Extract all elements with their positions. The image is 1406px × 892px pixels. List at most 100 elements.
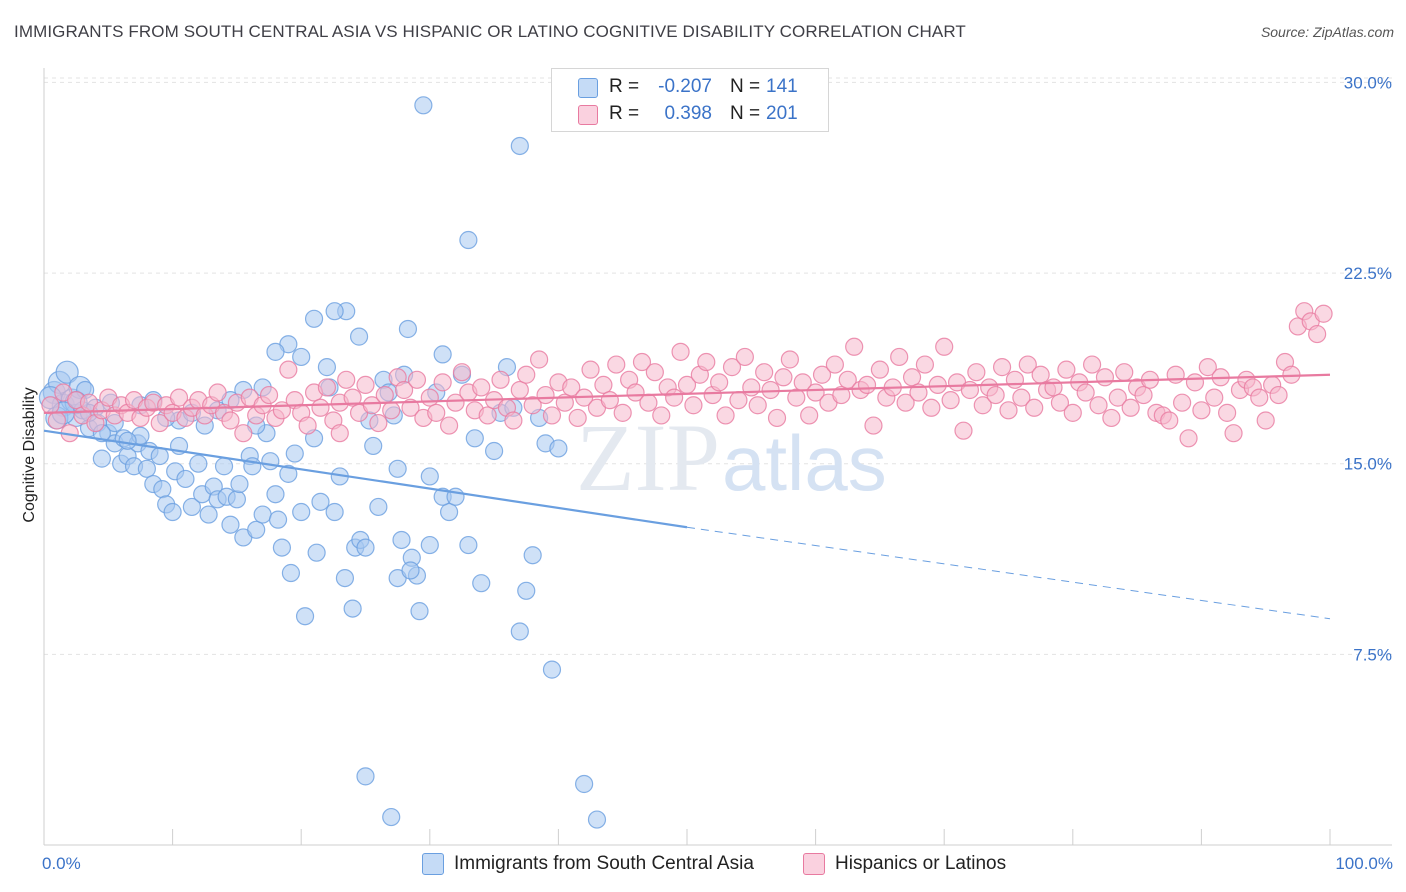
legend-swatch-immigrants bbox=[422, 853, 444, 875]
point-hispanics bbox=[755, 363, 774, 382]
point-hispanics bbox=[536, 385, 555, 405]
legend-swatch-hispanics bbox=[803, 853, 825, 875]
point-hispanics bbox=[716, 406, 735, 425]
stats-n-label: N = bbox=[730, 76, 761, 97]
point-immigrants bbox=[349, 327, 369, 346]
point-hispanics bbox=[780, 350, 799, 369]
point-hispanics bbox=[864, 416, 883, 435]
point-immigrants bbox=[304, 309, 324, 328]
point-hispanics bbox=[234, 424, 253, 443]
y-tick-label: 7.5% bbox=[1353, 645, 1392, 664]
point-immigrants bbox=[325, 302, 344, 321]
point-immigrants bbox=[382, 807, 401, 827]
point-hispanics bbox=[999, 401, 1018, 420]
point-hispanics bbox=[330, 424, 349, 443]
point-hispanics bbox=[1057, 360, 1076, 379]
point-hispanics bbox=[665, 388, 684, 407]
point-immigrants bbox=[459, 535, 478, 555]
point-hispanics bbox=[1044, 378, 1063, 397]
point-hispanics bbox=[1205, 388, 1224, 407]
point-immigrants bbox=[311, 492, 330, 511]
y-tick-label: 15.0% bbox=[1344, 455, 1392, 474]
point-immigrants bbox=[182, 497, 201, 517]
point-immigrants bbox=[414, 96, 433, 115]
point-immigrants bbox=[150, 446, 169, 466]
point-hispanics bbox=[259, 385, 279, 405]
point-hispanics bbox=[407, 370, 427, 389]
point-hispanics bbox=[915, 355, 935, 374]
point-hispanics bbox=[279, 360, 298, 379]
stats-n-value: 141 bbox=[766, 76, 798, 97]
stats-swatch-immigrants bbox=[578, 78, 598, 98]
point-immigrants bbox=[247, 520, 266, 539]
point-immigrants bbox=[118, 431, 137, 450]
point-immigrants bbox=[510, 136, 529, 156]
point-hispanics bbox=[1269, 385, 1288, 405]
tick-labels: 7.5% 15.0% 22.5% 30.0% 0.0% 100.0% bbox=[42, 73, 1393, 873]
point-hispanics bbox=[1082, 355, 1102, 374]
point-hispanics bbox=[941, 391, 960, 410]
point-hispanics bbox=[896, 393, 915, 412]
point-immigrants bbox=[295, 607, 315, 626]
stats-r-value: 0.398 bbox=[664, 103, 712, 124]
point-hispanics bbox=[967, 363, 986, 382]
point-hispanics bbox=[568, 408, 587, 428]
point-hispanics bbox=[1012, 388, 1031, 407]
series-immigrants-points bbox=[38, 96, 607, 829]
point-immigrants bbox=[510, 622, 529, 641]
point-hispanics bbox=[208, 383, 227, 402]
point-immigrants bbox=[221, 515, 240, 534]
source-label: Source: ZipAtlas.com bbox=[1260, 24, 1394, 40]
point-hispanics bbox=[671, 342, 690, 361]
point-hispanics bbox=[806, 383, 825, 402]
trend-line-hispanics bbox=[43, 373, 1331, 414]
axes bbox=[43, 68, 1392, 846]
point-immigrants bbox=[137, 459, 156, 478]
point-hispanics bbox=[973, 396, 992, 415]
point-immigrants bbox=[292, 347, 311, 367]
point-hispanics bbox=[504, 411, 523, 430]
point-hispanics bbox=[986, 385, 1005, 405]
point-immigrants bbox=[55, 360, 79, 384]
point-hispanics bbox=[812, 365, 832, 384]
point-immigrants bbox=[523, 546, 542, 565]
point-hispanics bbox=[594, 375, 613, 395]
point-immigrants bbox=[227, 490, 246, 509]
point-immigrants bbox=[542, 660, 562, 679]
point-hispanics bbox=[1076, 383, 1095, 402]
point-hispanics bbox=[870, 360, 890, 379]
chart-title: IMMIGRANTS FROM SOUTH CENTRAL ASIA VS HI… bbox=[14, 22, 966, 41]
point-hispanics bbox=[369, 413, 388, 433]
point-immigrants bbox=[325, 502, 344, 522]
stats-n-label: N = bbox=[730, 103, 761, 124]
point-hispanics bbox=[446, 393, 465, 412]
point-hispanics bbox=[787, 388, 806, 407]
point-hispanics bbox=[1102, 408, 1121, 428]
point-immigrants bbox=[253, 505, 272, 524]
point-immigrants bbox=[575, 774, 594, 794]
point-hispanics bbox=[710, 373, 729, 392]
point-immigrants bbox=[266, 342, 285, 361]
point-immigrants bbox=[485, 441, 504, 461]
point-hispanics bbox=[581, 360, 600, 379]
point-hispanics bbox=[47, 411, 66, 430]
point-immigrants bbox=[401, 561, 420, 580]
watermark-atlas: atlas bbox=[722, 419, 887, 507]
point-immigrants bbox=[356, 538, 375, 557]
point-hispanics bbox=[613, 403, 632, 422]
point-hispanics bbox=[382, 401, 401, 420]
trend-line-immigrants-projection bbox=[686, 526, 1331, 620]
point-hispanics bbox=[645, 363, 664, 382]
point-immigrants bbox=[459, 230, 478, 250]
point-immigrants bbox=[335, 568, 355, 588]
point-hispanics bbox=[1256, 411, 1275, 430]
point-immigrants bbox=[356, 767, 375, 786]
point-hispanics bbox=[150, 413, 169, 433]
point-hispanics bbox=[652, 406, 671, 425]
point-hispanics bbox=[729, 391, 748, 410]
point-immigrants bbox=[281, 563, 301, 583]
point-immigrants bbox=[420, 535, 439, 555]
point-immigrants bbox=[230, 474, 249, 494]
point-hispanics bbox=[1050, 393, 1070, 412]
point-hispanics bbox=[607, 355, 626, 374]
